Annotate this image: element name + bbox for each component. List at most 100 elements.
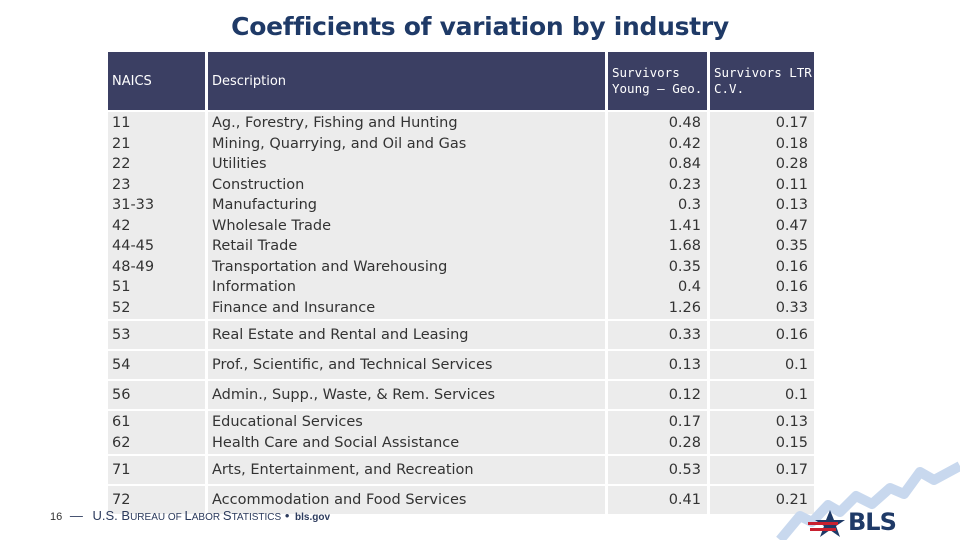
industry-description: Manufacturing bbox=[212, 197, 317, 213]
survivors-ltr-cv: 0.21 bbox=[775, 491, 808, 508]
header-survivors-young: Survivors Young – Geo. bbox=[608, 52, 710, 110]
survivors-young-cv: 0.84 bbox=[668, 156, 701, 172]
industry-description: Information bbox=[212, 279, 296, 295]
naics-code: 56 bbox=[112, 386, 131, 403]
survivors-young-cv-cell: 0.53 bbox=[608, 456, 710, 484]
footer: 16 — U.S. BUREAU OF LABOR STATISTICS • b… bbox=[50, 508, 330, 523]
footer-dash: — bbox=[69, 508, 83, 523]
survivors-young-cv: 1.68 bbox=[668, 238, 701, 254]
naics-code: 61 bbox=[112, 414, 131, 430]
survivors-ltr-cv-cell: 0.17 0.18 0.28 0.11 0.13 0.47 0.35 0.16 0.16 0.33 bbox=[710, 112, 814, 319]
survivors-young-cv: 0.48 bbox=[668, 115, 701, 131]
table-row: 54 Prof., Scientific, and Technical Servi… bbox=[108, 351, 814, 379]
header-survivors-ltr: Survivors LTR C.V. bbox=[710, 52, 814, 110]
industry-description: Prof., Scientific, and Technical Service… bbox=[212, 356, 493, 373]
industry-description: Finance and Insurance bbox=[212, 299, 376, 316]
table-row: 61 62 Educational Services Health Care and … bbox=[108, 411, 814, 454]
survivors-young-cv: 0.12 bbox=[668, 386, 701, 403]
naics-code: 71 bbox=[112, 461, 131, 478]
industry-description: Accommodation and Food Services bbox=[212, 491, 467, 508]
header-naics: NAICS bbox=[108, 52, 208, 110]
naics-code-cell: 72 bbox=[108, 486, 208, 514]
industry-description-cell: Prof., Scientific, and Technical Service… bbox=[208, 351, 608, 379]
agency-part-6: TATISTICS bbox=[231, 512, 282, 523]
survivors-ltr-cv: 0.18 bbox=[775, 135, 808, 152]
naics-code: 44-45 bbox=[112, 238, 155, 254]
table-row: 71 Arts, Entertainment, and Recreation 0.5… bbox=[108, 456, 814, 484]
agency-part-4: ABOR bbox=[191, 512, 223, 523]
survivors-young-cv: 0.41 bbox=[668, 491, 701, 508]
bls-logo-star-icon bbox=[808, 510, 845, 537]
footer-bullet: • bbox=[284, 508, 290, 523]
survivors-young-cv: 0.13 bbox=[668, 356, 701, 373]
survivors-young-cv-cell: 0.13 bbox=[608, 351, 710, 379]
survivors-ltr-cv: 0.17 bbox=[775, 115, 808, 131]
industry-description-cell: Educational Services Health Care and Soci… bbox=[208, 411, 608, 454]
naics-code-cell: 71 bbox=[108, 456, 208, 484]
survivors-ltr-cv: 0.35 bbox=[775, 238, 808, 254]
industry-description: Ag., Forestry, Fishing and Hunting bbox=[212, 115, 458, 131]
naics-code: 42 bbox=[112, 217, 131, 234]
naics-code-cell: 61 62 bbox=[108, 411, 208, 454]
industry-description-cell: Accommodation and Food Services bbox=[208, 486, 608, 514]
naics-code: 11 bbox=[112, 115, 131, 131]
survivors-ltr-cv: 0.47 bbox=[775, 217, 808, 234]
survivors-ltr-cv-cell: 0.1 bbox=[710, 381, 814, 409]
industry-description: Retail Trade bbox=[212, 238, 298, 254]
survivors-ltr-cv: 0.11 bbox=[775, 176, 808, 193]
bls-logo-text: BLS bbox=[848, 508, 897, 536]
naics-code: 21 bbox=[112, 135, 131, 152]
table-row: 11 21 22 23 31-33 42 44-45 48-49 51 52 Ag., Forest… bbox=[108, 112, 814, 319]
table-row: 56 Admin., Supp., Waste, & Rem. Services 0… bbox=[108, 381, 814, 409]
industry-description-cell: Admin., Supp., Waste, & Rem. Services bbox=[208, 381, 608, 409]
cv-table: NAICS Description Survivors Young – Geo.… bbox=[108, 50, 814, 516]
industry-description: Real Estate and Rental and Leasing bbox=[212, 326, 469, 343]
naics-code: 22 bbox=[112, 156, 131, 172]
survivors-young-cv-cell: 0.41 bbox=[608, 486, 710, 514]
survivors-ltr-cv: 0.13 bbox=[775, 197, 808, 213]
survivors-young-cv: 1.41 bbox=[668, 217, 701, 234]
naics-code: 62 bbox=[112, 434, 131, 451]
header-survivors-ltr-line2: C.V. bbox=[714, 81, 745, 96]
industry-description: Educational Services bbox=[212, 414, 363, 430]
naics-code-cell: 56 bbox=[108, 381, 208, 409]
survivors-ltr-cv: 0.33 bbox=[775, 299, 808, 316]
survivors-young-cv: 0.33 bbox=[668, 326, 701, 343]
agency-part-1: U.S. B bbox=[92, 508, 131, 523]
industry-description: Mining, Quarrying, and Oil and Gas bbox=[212, 135, 467, 152]
agency-part-2: UREAU OF bbox=[130, 512, 185, 523]
header-survivors-young-line1: Survivors bbox=[612, 65, 680, 80]
header-survivors-young-line2: Young – Geo. bbox=[612, 81, 703, 96]
survivors-young-cv: 0.28 bbox=[668, 434, 701, 451]
survivors-ltr-cv-cell: 0.21 bbox=[710, 486, 814, 514]
survivors-ltr-cv: 0.16 bbox=[775, 326, 808, 343]
naics-code-cell: 11 21 22 23 31-33 42 44-45 48-49 51 52 bbox=[108, 112, 208, 319]
page-title: Coefficients of variation by industry bbox=[231, 12, 729, 41]
naics-code-cell: 53 bbox=[108, 321, 208, 349]
survivors-young-cv: 0.17 bbox=[668, 414, 701, 430]
naics-code: 23 bbox=[112, 176, 131, 193]
agency-name: U.S. BUREAU OF LABOR STATISTICS bbox=[93, 508, 282, 523]
page-number: 16 bbox=[50, 511, 63, 523]
industry-description-cell: Arts, Entertainment, and Recreation bbox=[208, 456, 608, 484]
survivors-ltr-cv: 0.1 bbox=[784, 386, 808, 403]
industry-description: Admin., Supp., Waste, & Rem. Services bbox=[212, 386, 496, 403]
survivors-young-cv: 0.23 bbox=[668, 176, 701, 193]
survivors-young-cv-cell: 0.48 0.42 0.84 0.23 0.3 1.41 1.68 0.35 0.4 1.26 bbox=[608, 112, 710, 319]
naics-code-cell: 54 bbox=[108, 351, 208, 379]
industry-description: Construction bbox=[212, 176, 305, 193]
header-description: Description bbox=[208, 52, 608, 110]
footer-url: bls.gov bbox=[295, 512, 331, 523]
industry-description-cell: Ag., Forestry, Fishing and Hunting Mining… bbox=[208, 112, 608, 319]
table-row: 53 Real Estate and Rental and Leasing 0.33… bbox=[108, 321, 814, 349]
survivors-young-cv: 0.3 bbox=[677, 197, 701, 213]
naics-code: 54 bbox=[112, 356, 131, 373]
naics-code: 72 bbox=[112, 491, 131, 508]
naics-code: 52 bbox=[112, 299, 131, 316]
industry-description-cell: Real Estate and Rental and Leasing bbox=[208, 321, 608, 349]
survivors-young-cv-cell: 0.12 bbox=[608, 381, 710, 409]
survivors-young-cv-cell: 0.33 bbox=[608, 321, 710, 349]
agency-part-3: L bbox=[184, 508, 192, 523]
header-survivors-ltr-line1: Survivors LTR bbox=[714, 65, 812, 80]
survivors-young-cv-cell: 0.17 0.28 bbox=[608, 411, 710, 454]
